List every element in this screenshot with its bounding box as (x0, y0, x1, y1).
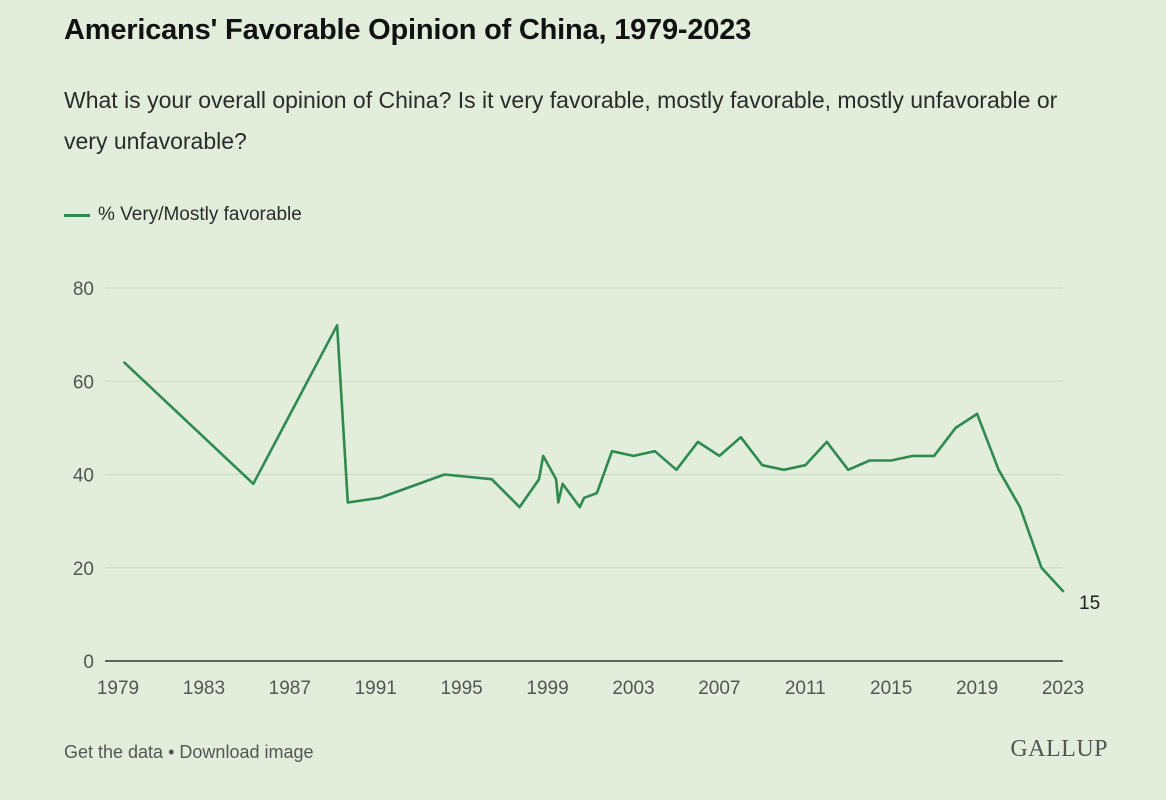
get-data-link[interactable]: Get the data (64, 742, 164, 762)
x-tick-label: 1979 (97, 678, 139, 699)
footer-links: Get the data • Download image (64, 742, 314, 763)
chart-subtitle: What is your overall opinion of China? I… (64, 87, 1058, 154)
x-tick-label: 1995 (440, 678, 482, 699)
gallup-logo: GALLUP (1010, 736, 1108, 762)
chart-title: Americans' Favorable Opinion of China, 1… (64, 14, 752, 46)
x-tick-label: 2007 (698, 678, 740, 699)
x-tick-label: 1999 (526, 678, 568, 699)
y-tick-label: 20 (73, 559, 94, 580)
x-tick-label: 2015 (870, 678, 912, 699)
y-tick-label: 40 (73, 466, 94, 487)
end-value-label: 15 (1079, 593, 1100, 614)
x-tick-label: 1987 (269, 678, 311, 699)
x-tick-label: 1991 (355, 678, 397, 699)
download-image-link[interactable]: Download image (179, 742, 314, 762)
y-tick-label: 0 (83, 652, 94, 673)
x-tick-label: 2019 (956, 678, 998, 699)
x-tick-label: 2011 (785, 678, 826, 699)
legend: % Very/Mostly favorable (64, 204, 302, 226)
y-tick-label: 80 (73, 279, 94, 300)
legend-swatch (64, 213, 90, 217)
y-tick-label: 60 (73, 372, 94, 393)
x-tick-label: 2003 (612, 678, 654, 699)
x-tick-label: 1983 (183, 678, 225, 699)
legend-label: % Very/Mostly favorable (98, 204, 302, 225)
x-tick-label: 2023 (1042, 678, 1084, 699)
series-line (123, 324, 1065, 593)
footer-separator: • (168, 742, 175, 762)
